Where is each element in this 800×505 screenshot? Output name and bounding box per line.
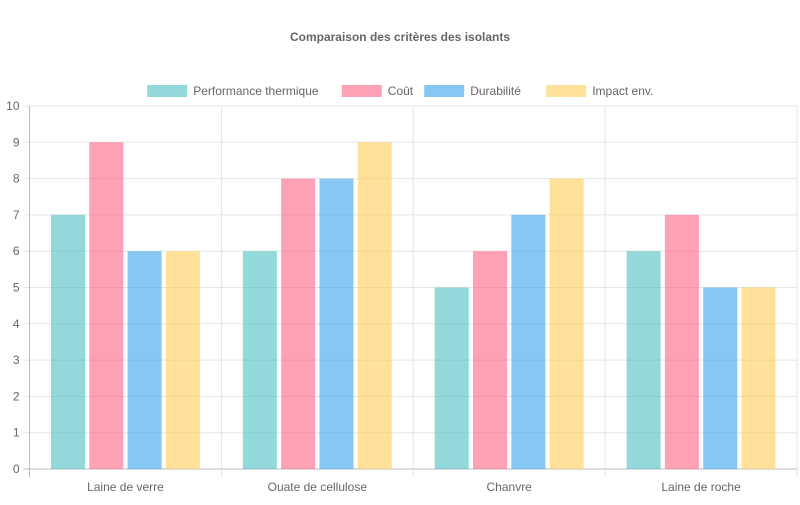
- x-tick-label: Laine de verre: [87, 480, 164, 494]
- y-tick-label: 2: [13, 389, 20, 403]
- bar: [127, 251, 162, 469]
- y-tick-label: 4: [13, 317, 20, 331]
- legend-swatch: [424, 85, 465, 97]
- legend-label: Durabilité: [470, 84, 521, 98]
- bar: [242, 251, 277, 469]
- y-tick-label: 7: [13, 208, 20, 222]
- bar: [741, 287, 776, 469]
- y-tick-label: 10: [6, 99, 20, 113]
- axes: 0 1 2 3 4 5 6 7 8 9 10 Laine de verre Ouate de cellu…: [6, 99, 741, 494]
- legend-swatch: [147, 85, 188, 97]
- y-tick-label: 0: [13, 462, 20, 476]
- bar: [89, 142, 124, 470]
- bar: [357, 142, 392, 470]
- x-tick-label: Laine de roche: [661, 480, 741, 494]
- x-tick-label: Chanvre: [487, 480, 533, 494]
- legend-item[interactable]: Coût: [341, 84, 414, 98]
- legend-item[interactable]: Durabilité: [424, 84, 521, 98]
- bar: [434, 287, 469, 469]
- y-tick-label: 9: [13, 135, 20, 149]
- legend-label: Impact env.: [592, 84, 653, 98]
- chart-title: Comparaison des critères des isolants: [290, 30, 510, 44]
- legend-item[interactable]: Performance thermique: [147, 84, 319, 98]
- y-tick-label: 5: [13, 281, 20, 295]
- x-tick-label: Ouate de cellulose: [268, 480, 368, 494]
- legend-label: Performance thermique: [193, 84, 319, 98]
- legend-swatch: [341, 85, 382, 97]
- y-tick-label: 6: [13, 244, 20, 258]
- bar: [165, 251, 200, 469]
- bar: [473, 251, 508, 469]
- bar: [319, 178, 354, 469]
- bar: [549, 178, 584, 469]
- legend[interactable]: Performance thermique Coût Durabilité Impac…: [147, 84, 653, 98]
- y-tick-label: 1: [13, 426, 20, 440]
- legend-item[interactable]: Impact env.: [546, 84, 653, 98]
- bar: [626, 251, 661, 469]
- bar: [281, 178, 316, 469]
- bars: [50, 142, 776, 470]
- legend-label: Coût: [388, 84, 414, 98]
- legend-swatch: [546, 85, 587, 97]
- bar: [511, 214, 546, 469]
- bar: [703, 287, 738, 469]
- y-tick-label: 3: [13, 353, 20, 367]
- bar: [664, 214, 699, 469]
- bar: [50, 214, 85, 469]
- y-tick-label: 8: [13, 172, 20, 186]
